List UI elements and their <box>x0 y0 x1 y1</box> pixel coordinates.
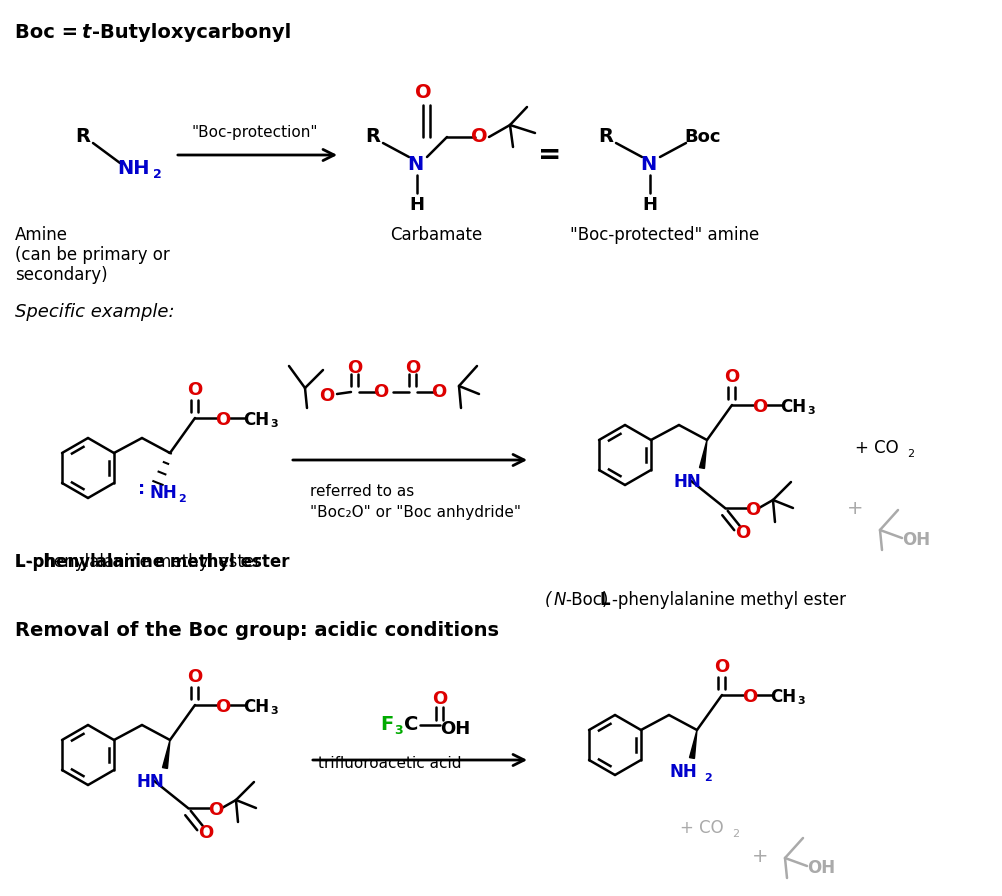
Text: + CO: + CO <box>680 819 723 837</box>
Text: 3: 3 <box>270 419 278 429</box>
Text: "Boc-protected" amine: "Boc-protected" amine <box>570 226 760 244</box>
Text: -phenylalanine methyl ester: -phenylalanine methyl ester <box>27 553 261 571</box>
Text: 3: 3 <box>394 725 403 737</box>
Text: CH: CH <box>780 398 806 416</box>
Text: O: O <box>433 690 448 708</box>
Text: F: F <box>380 716 393 735</box>
Text: +: + <box>752 847 769 866</box>
Text: +: + <box>847 498 864 518</box>
Text: Carbamate: Carbamate <box>390 226 482 244</box>
Text: NH: NH <box>117 159 149 178</box>
Text: 2: 2 <box>178 494 185 504</box>
Text: OH: OH <box>807 859 835 877</box>
Text: CH: CH <box>770 688 797 706</box>
Text: Removal of the Boc group: acidic conditions: Removal of the Boc group: acidic conditi… <box>15 621 499 640</box>
Text: HN: HN <box>137 773 164 791</box>
Polygon shape <box>689 730 697 758</box>
Text: -Butyloxycarbonyl: -Butyloxycarbonyl <box>92 22 292 41</box>
Text: R: R <box>598 127 613 147</box>
Text: (can be primary or: (can be primary or <box>15 246 169 264</box>
Text: OH: OH <box>902 531 930 549</box>
Text: referred to as: referred to as <box>310 485 414 499</box>
Text: H: H <box>642 196 657 214</box>
Text: t: t <box>81 22 90 41</box>
Text: O: O <box>415 83 431 102</box>
Text: -Boc): -Boc) <box>566 591 613 609</box>
Polygon shape <box>699 440 707 469</box>
Text: OH: OH <box>440 720 470 738</box>
Text: O: O <box>714 658 729 676</box>
Text: 3: 3 <box>807 406 815 416</box>
Text: 2: 2 <box>732 829 739 839</box>
Text: L: L <box>600 591 610 609</box>
Text: -phenylalanine methyl ester: -phenylalanine methyl ester <box>612 591 846 609</box>
Text: N: N <box>407 156 423 175</box>
Text: CH: CH <box>242 698 270 716</box>
Text: O: O <box>208 801 223 819</box>
Text: (: ( <box>545 591 551 609</box>
Text: HN: HN <box>674 473 701 491</box>
Text: 3: 3 <box>797 696 805 706</box>
Text: R: R <box>365 127 380 147</box>
Text: trifluoroacetic acid: trifluoroacetic acid <box>319 755 462 771</box>
Text: O: O <box>320 387 335 405</box>
Text: O: O <box>348 359 363 377</box>
Text: O: O <box>471 127 488 147</box>
Text: NH: NH <box>670 763 697 781</box>
Text: secondary): secondary) <box>15 266 107 284</box>
Text: N: N <box>640 156 656 175</box>
Text: Boc =: Boc = <box>15 22 85 41</box>
Text: O: O <box>432 383 447 401</box>
Text: O: O <box>735 524 750 542</box>
Text: O: O <box>187 381 202 399</box>
Text: 2: 2 <box>704 773 711 783</box>
Text: L-phenylalanine methyl ester: L-phenylalanine methyl ester <box>15 553 290 571</box>
Text: O: O <box>374 383 389 401</box>
Text: O: O <box>744 501 761 519</box>
Text: H: H <box>410 196 425 214</box>
Text: =: = <box>538 141 562 169</box>
Text: O: O <box>406 359 421 377</box>
Text: O: O <box>198 824 213 842</box>
Text: "Boc-protection": "Boc-protection" <box>191 125 319 141</box>
Text: CH: CH <box>242 411 270 429</box>
Text: N: N <box>554 591 566 609</box>
Text: O: O <box>724 368 739 386</box>
Text: 2: 2 <box>907 449 914 459</box>
Text: C: C <box>404 716 419 735</box>
Text: R: R <box>75 127 90 147</box>
Text: 3: 3 <box>270 706 278 716</box>
Text: O: O <box>187 668 202 686</box>
Text: L: L <box>15 553 26 571</box>
Text: O: O <box>752 398 768 416</box>
Polygon shape <box>162 740 170 769</box>
Text: + CO: + CO <box>855 439 899 457</box>
Text: Amine: Amine <box>15 226 68 244</box>
Text: "Boc₂O" or "Boc anhydride": "Boc₂O" or "Boc anhydride" <box>310 504 521 520</box>
Text: Boc: Boc <box>684 128 720 146</box>
Text: O: O <box>215 698 230 716</box>
Text: Specific example:: Specific example: <box>15 303 174 321</box>
Text: :: : <box>138 480 145 498</box>
Text: 2: 2 <box>153 168 161 182</box>
Text: NH: NH <box>150 484 177 502</box>
Text: O: O <box>741 688 758 706</box>
Text: O: O <box>215 411 230 429</box>
